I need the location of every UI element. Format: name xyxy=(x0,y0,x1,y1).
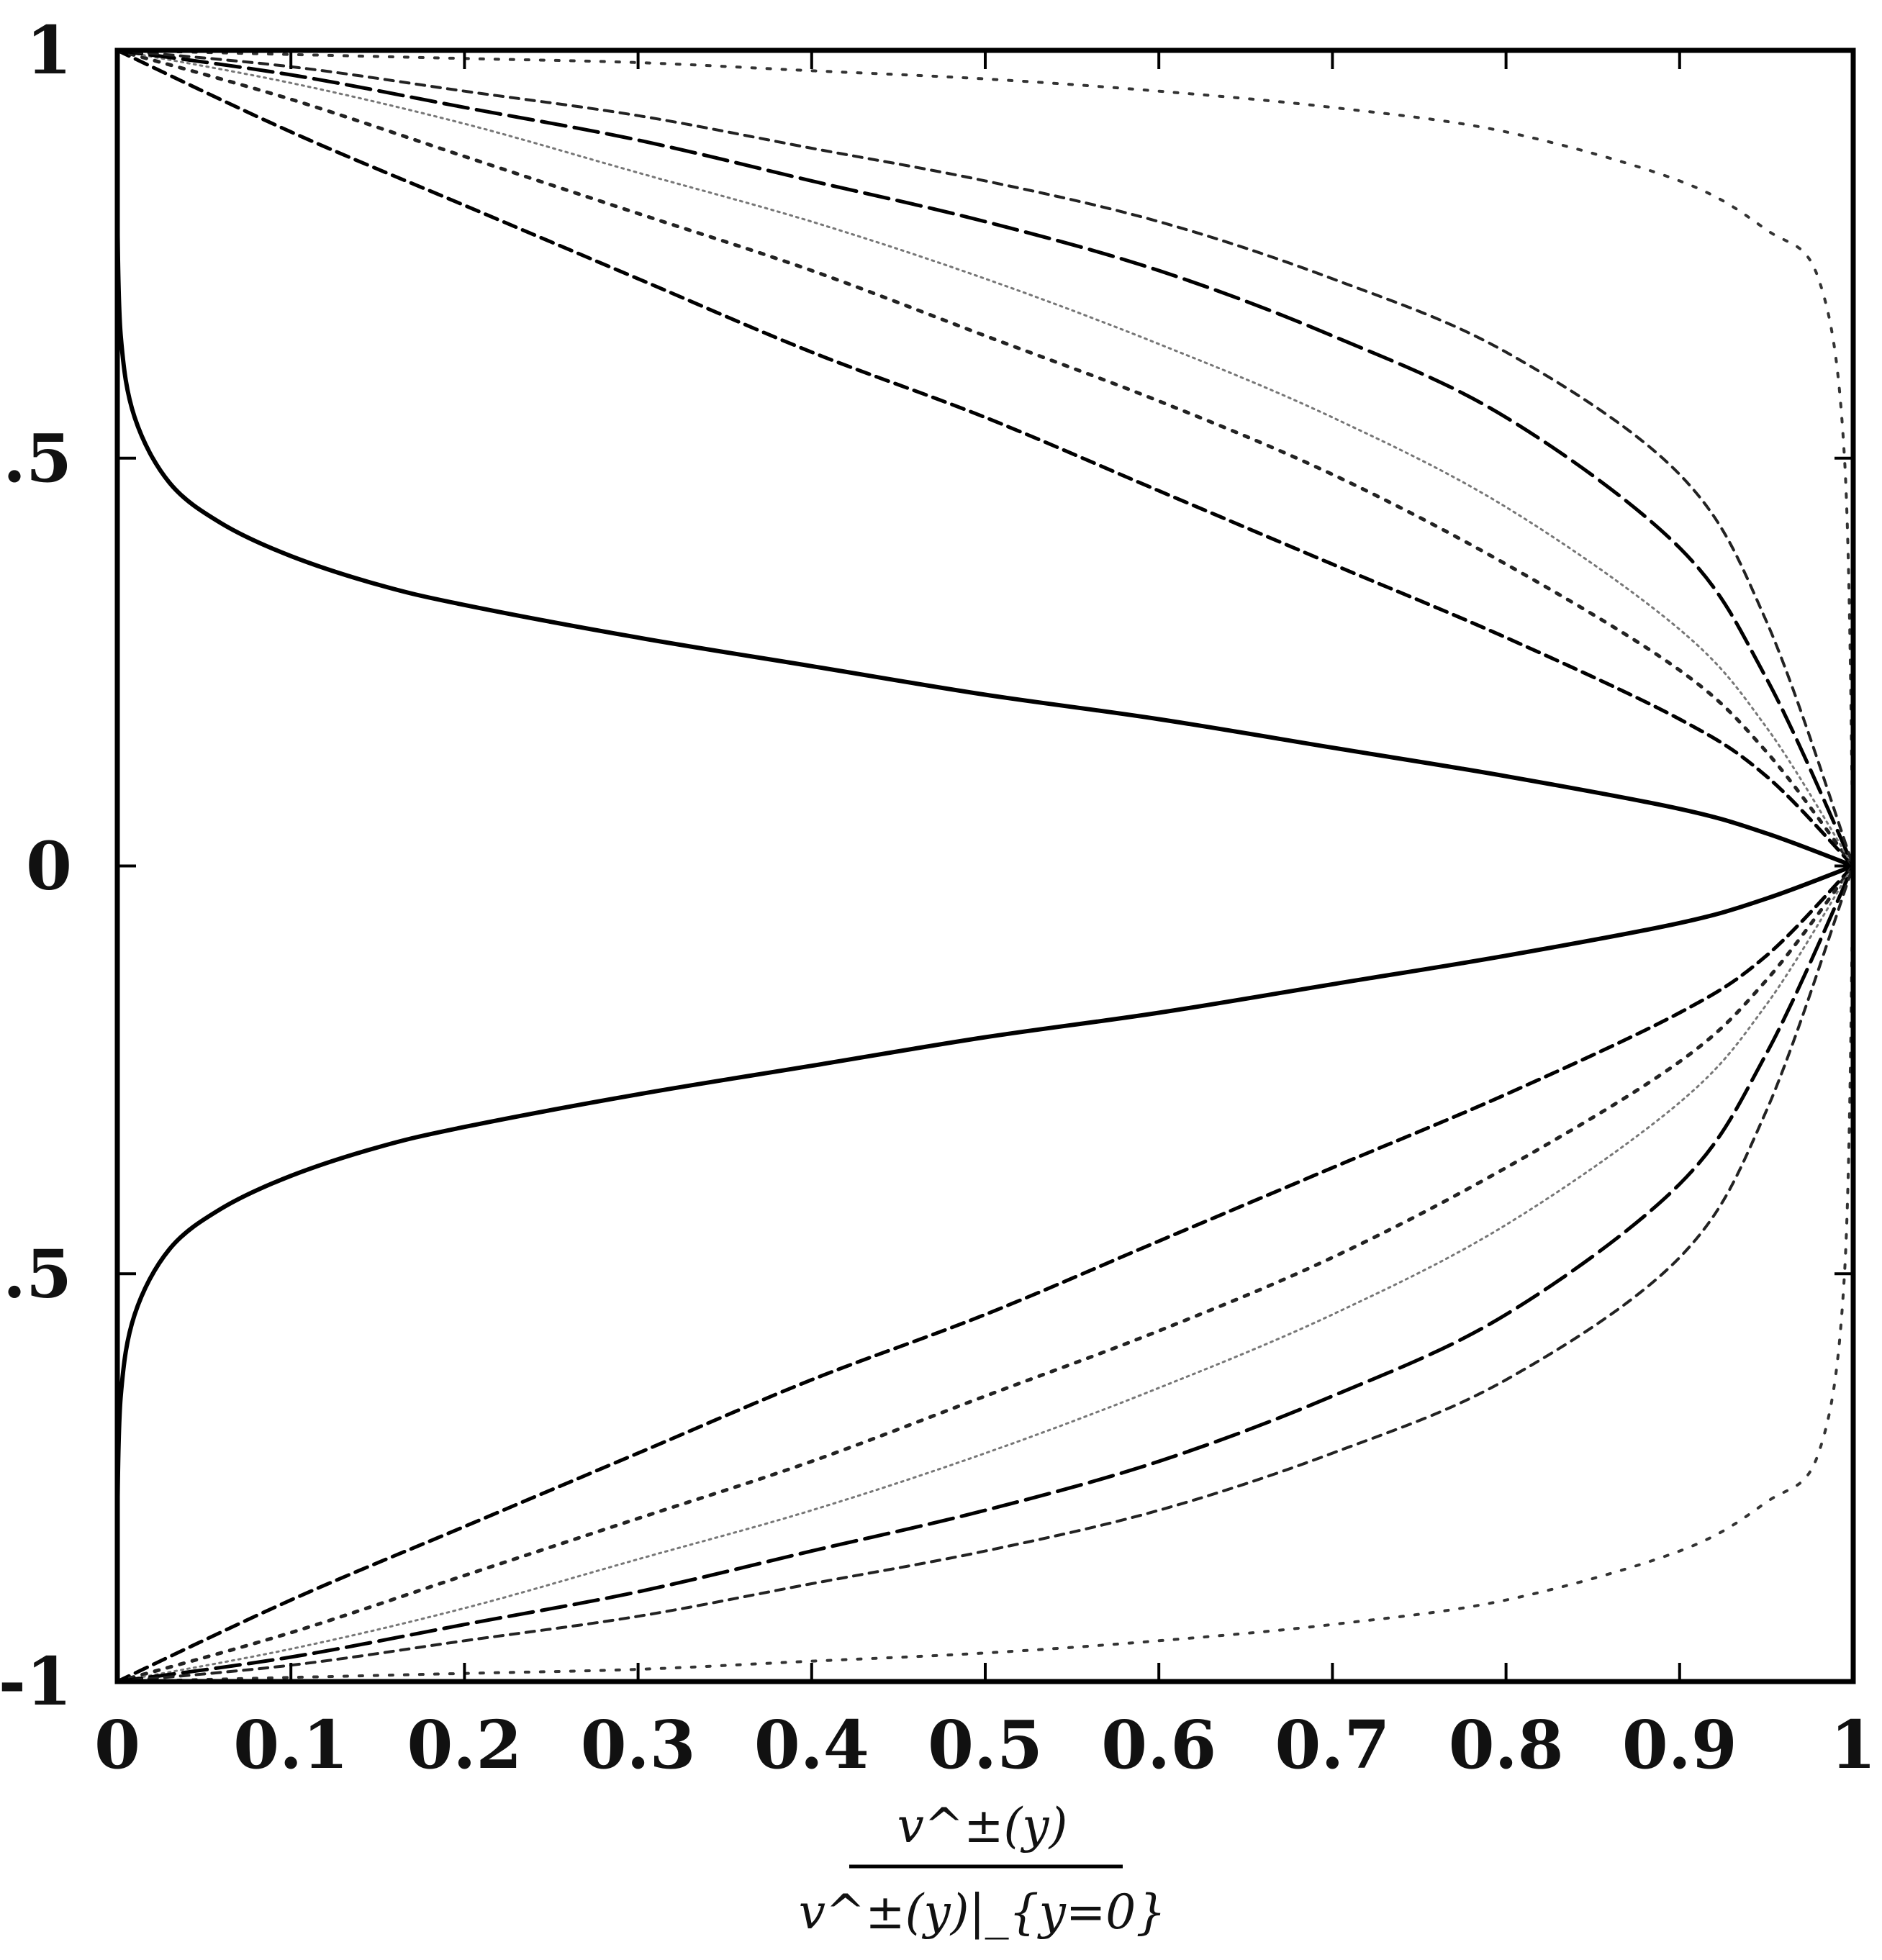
x-axis-label-denominator: v^±(y)|_{y=0} xyxy=(799,1884,1166,1940)
series-7-upper-line xyxy=(116,49,1855,868)
x-tick-label: 0.2 xyxy=(407,1706,522,1784)
y-tick-label: .5 xyxy=(3,1235,72,1312)
x-tick-label: 0.8 xyxy=(1449,1706,1564,1784)
series-2-lower-line xyxy=(115,864,1855,1684)
y-tick-label: -1 xyxy=(0,1643,72,1720)
x-tick-label: 0.7 xyxy=(1275,1706,1390,1784)
series-2-upper-line xyxy=(115,48,1855,868)
x-tick-label: 0.5 xyxy=(928,1706,1043,1784)
tick-labels-layer: 0 0.1 0.2 0.3 0.4 0.5 0.6 0.7 0.8 0.9 11.50.5-1 xyxy=(0,12,1876,1784)
series-1-lower-line xyxy=(115,863,1855,1521)
plot-frame xyxy=(114,47,1856,1684)
x-tick-label: 0 xyxy=(94,1706,140,1784)
x-tick-label: 0.3 xyxy=(581,1706,696,1784)
series-5-lower-line xyxy=(115,864,1855,1684)
x-axis-label: v^±(y) v^±(y)|_{y=0} xyxy=(799,1798,1166,1940)
series-3-upper-line xyxy=(115,48,1855,868)
x-tick-label: 0.9 xyxy=(1622,1706,1737,1784)
x-axis-label-numerator: v^±(y) xyxy=(897,1798,1068,1854)
series-4-upper-line xyxy=(116,49,1855,867)
series-7-lower-line xyxy=(116,864,1855,1683)
series-5-upper-line xyxy=(115,48,1855,868)
series-6-upper-line xyxy=(116,49,1855,868)
curves-layer xyxy=(115,48,1855,1684)
x-tick-label: 0.1 xyxy=(233,1706,348,1784)
x-tick-label: 0.4 xyxy=(754,1706,869,1784)
y-tick-label: 1 xyxy=(26,12,72,89)
x-tick-label: 0.6 xyxy=(1101,1706,1216,1784)
series-3-lower-line xyxy=(115,864,1855,1684)
series-4-lower-line xyxy=(116,865,1855,1683)
series-1-upper-line xyxy=(115,211,1855,868)
y-tick-label: .5 xyxy=(3,419,72,497)
series-6-lower-line xyxy=(116,864,1855,1683)
y-tick-label: 0 xyxy=(26,827,72,905)
x-tick-label: 1 xyxy=(1830,1706,1876,1784)
